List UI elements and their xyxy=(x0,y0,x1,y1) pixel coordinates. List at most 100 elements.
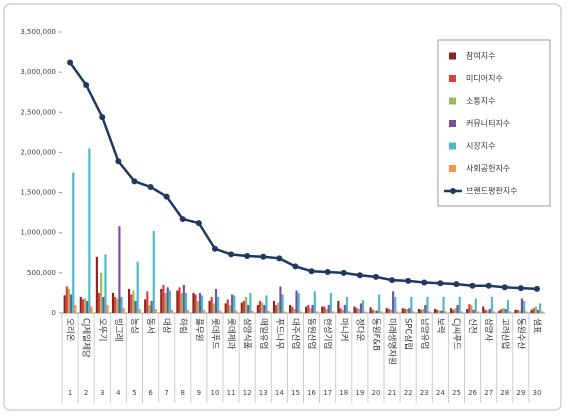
bar xyxy=(389,309,393,313)
legend-label: 미디어지수 xyxy=(466,73,503,83)
bar xyxy=(343,304,346,313)
bar xyxy=(474,298,477,313)
bar xyxy=(516,309,519,313)
bar xyxy=(433,308,437,313)
bar xyxy=(184,292,188,313)
bar xyxy=(281,294,284,313)
bar xyxy=(100,272,103,313)
x-tick-label: 미래생명자원 xyxy=(387,318,398,365)
bar xyxy=(295,290,298,313)
x-tick-label: 오리온 xyxy=(65,318,75,342)
x-tick-number: 22 xyxy=(404,389,413,397)
x-tick-number: 8 xyxy=(181,389,185,397)
bar xyxy=(532,308,535,313)
bar xyxy=(200,295,204,313)
line-point xyxy=(292,263,299,270)
bar xyxy=(70,294,73,313)
bar xyxy=(249,292,252,313)
line-point xyxy=(228,251,235,258)
bar xyxy=(217,296,220,313)
x-tick-number: 5 xyxy=(132,389,136,397)
bar xyxy=(436,309,439,313)
line-point xyxy=(485,282,492,289)
bar xyxy=(476,311,479,313)
bar xyxy=(136,261,139,313)
bar xyxy=(522,300,526,313)
bar xyxy=(460,311,463,313)
bar xyxy=(401,308,404,313)
bar xyxy=(315,311,318,313)
bar xyxy=(440,310,443,313)
bar xyxy=(279,286,282,313)
bar xyxy=(534,306,537,313)
bar xyxy=(293,308,296,313)
bar xyxy=(251,310,254,313)
bar xyxy=(242,300,246,313)
bar xyxy=(305,306,308,313)
bar xyxy=(198,292,201,313)
line-point xyxy=(340,269,347,276)
x-tick-number: 29 xyxy=(516,389,525,397)
x-tick-label: 푸드나무 xyxy=(274,318,284,349)
legend-marker xyxy=(450,188,456,194)
line-point xyxy=(453,281,460,288)
bar xyxy=(72,172,75,313)
bar xyxy=(309,308,312,313)
x-tick-number: 23 xyxy=(420,389,429,397)
x-tick-number: 4 xyxy=(116,389,121,397)
line-point xyxy=(308,268,315,275)
x-tick-number: 12 xyxy=(243,389,252,397)
bar xyxy=(166,287,169,313)
x-tick-label: 하림 xyxy=(177,318,188,334)
legend-swatch xyxy=(449,142,456,150)
bar xyxy=(412,311,415,313)
x-tick-label: 삼양식품 xyxy=(242,318,253,349)
x-tick-label: 농심 xyxy=(129,318,140,334)
x-tick-number: 19 xyxy=(355,389,364,397)
bar xyxy=(536,309,540,313)
x-tick-number: 11 xyxy=(227,389,236,397)
bar xyxy=(176,290,179,313)
legend-label: 참여지수 xyxy=(466,51,495,61)
bar xyxy=(224,303,227,313)
chart-frame xyxy=(3,3,562,411)
x-tick-number: 1 xyxy=(68,389,72,397)
line-point xyxy=(276,255,283,262)
bar xyxy=(180,292,183,313)
x-tick-label: 보락 xyxy=(435,318,446,334)
bar xyxy=(275,304,278,313)
bar xyxy=(452,309,455,313)
bar xyxy=(539,303,542,313)
line-point xyxy=(211,245,218,252)
bar xyxy=(65,286,68,313)
x-tick-number: 13 xyxy=(259,389,268,397)
bar xyxy=(345,296,349,313)
bar xyxy=(410,296,413,313)
line-point xyxy=(437,280,444,287)
bar xyxy=(361,300,365,313)
bar xyxy=(132,290,135,313)
bar xyxy=(348,311,351,313)
x-tick-label: 마니커 xyxy=(338,318,349,341)
line-point xyxy=(83,81,90,88)
x-tick-label: 정다운 xyxy=(354,318,365,342)
y-tick-label: 3,000,000 xyxy=(20,68,56,76)
bar xyxy=(357,308,360,313)
y-tick-label: 2,500,000 xyxy=(20,108,56,116)
bar xyxy=(331,311,335,313)
x-tick-number: 6 xyxy=(148,389,153,397)
bar xyxy=(394,296,397,313)
line-point xyxy=(405,277,412,284)
legend-swatch xyxy=(449,97,456,105)
bar xyxy=(444,311,447,313)
bar xyxy=(500,308,503,313)
bar xyxy=(325,308,328,313)
bar xyxy=(502,308,505,313)
y-tick-label: 1,000,000 xyxy=(20,229,56,237)
x-tick-label: 한성기업 xyxy=(322,318,332,349)
bar xyxy=(323,306,326,313)
bar xyxy=(210,296,213,313)
legend-label: 시장지수 xyxy=(466,141,495,151)
bar xyxy=(283,311,286,313)
bar xyxy=(134,300,137,313)
